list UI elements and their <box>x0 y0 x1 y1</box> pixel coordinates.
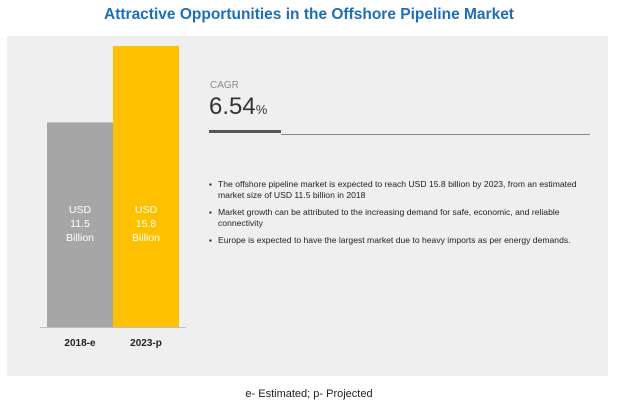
cagr-unit: % <box>255 102 268 117</box>
finding-item: The offshore pipeline market is expected… <box>209 179 594 201</box>
bar-2023-p <box>113 46 179 327</box>
bar-data-label-line: USD <box>68 204 92 216</box>
chart-title: Attractive Opportunities in the Offshore… <box>104 6 514 23</box>
x-tick-label: 2023-p <box>130 338 162 349</box>
bar-data-label-line: 15.8 <box>135 218 157 230</box>
key-findings-list: The offshore pipeline market is expected… <box>209 179 594 252</box>
bar-data-label-line: USD <box>134 204 158 216</box>
bar-data-label-line: Billion <box>131 232 160 244</box>
bar-2018-e <box>47 122 113 327</box>
x-tick-label: 2018-e <box>64 338 96 349</box>
bar-data-label-line: Billion <box>65 232 94 244</box>
cagr-label: CAGR <box>210 80 239 91</box>
bar-data-label: USD 11.5 Billion <box>47 203 113 245</box>
cagr-divider <box>281 134 590 135</box>
bar-data-label-line: 11.5 <box>70 218 90 230</box>
cagr-number: 6.54 <box>209 93 256 120</box>
cagr-value: 6.54% <box>209 93 267 121</box>
finding-item: Market growth can be attributed to the i… <box>209 207 594 229</box>
footnote: e- Estimated; p- Projected <box>245 388 373 400</box>
bar-data-label: USD 15.8 Billion <box>113 203 179 245</box>
finding-item: Europe is expected to have the largest m… <box>209 235 594 246</box>
cagr-underline <box>209 130 281 133</box>
